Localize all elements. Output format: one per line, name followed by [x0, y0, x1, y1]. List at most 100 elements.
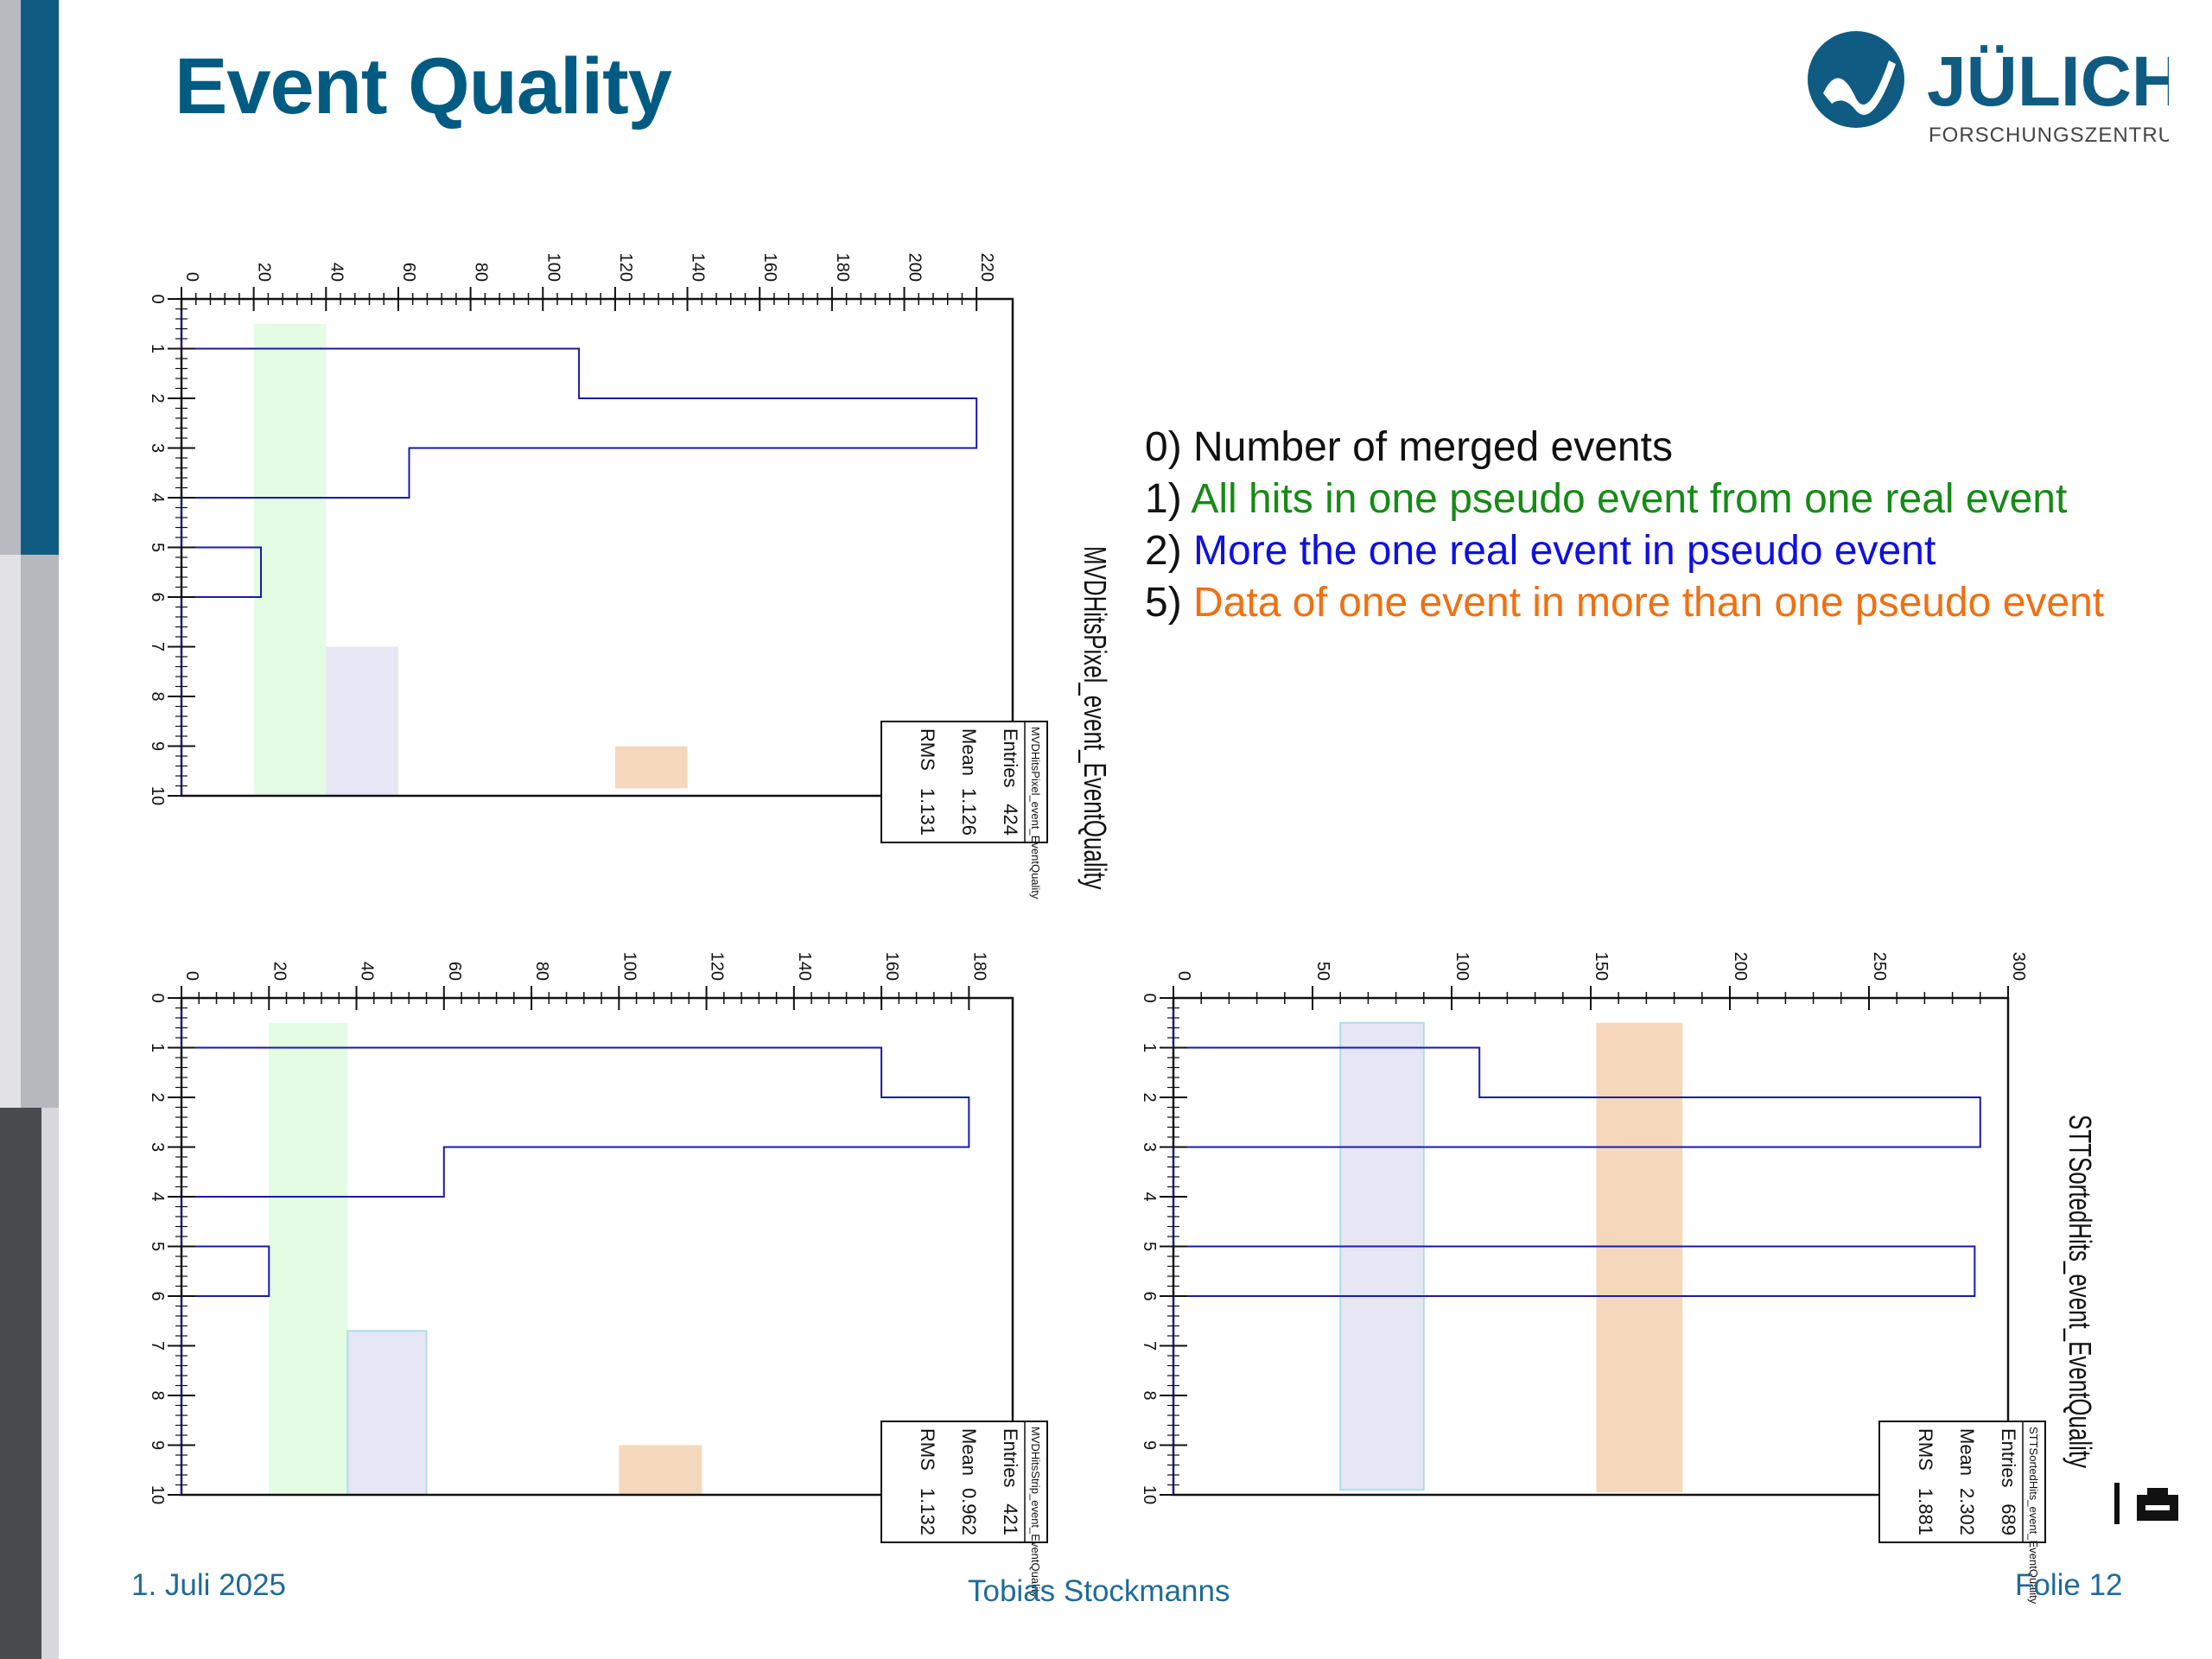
side-bar-gray-mid-light: [0, 555, 21, 1108]
highlight-band: [326, 646, 398, 796]
side-bar-gray-top: [0, 0, 21, 555]
stats-value: 1.132: [917, 1488, 938, 1535]
count-tick-label: 0: [182, 971, 201, 981]
bin-tick-label: 2: [148, 393, 167, 403]
stats-key: Mean: [1956, 1428, 1978, 1476]
count-tick-label: 120: [616, 253, 635, 282]
stats-box: [1878, 1421, 2046, 1543]
bin-tick-label: 7: [148, 1341, 167, 1351]
highlight-band: [614, 746, 688, 789]
count-tick-label: 100: [620, 952, 639, 981]
bin-tick-label: 5: [148, 543, 167, 552]
bin-tick-label: 9: [148, 741, 167, 751]
legend-item-number: 0): [1145, 424, 1182, 470]
highlight-band: [1596, 1022, 1683, 1493]
histogram-line: [1173, 998, 1981, 1495]
legend-item-text: Data of one event in more than one pseud…: [1193, 580, 2105, 626]
count-tick-label: 250: [1870, 952, 1889, 981]
bin-tick-label: 5: [1140, 1242, 1159, 1251]
bin-tick-label: 5: [148, 1242, 167, 1251]
bin-tick-label: 9: [1140, 1440, 1159, 1450]
side-bar-dark-inner: [0, 1108, 41, 1659]
stats-name: STTSortedHits_event_EventQuality: [2027, 1427, 2040, 1605]
highlight-band: [619, 1445, 702, 1495]
legend-item: 2) More the one real event in pseudo eve…: [1145, 525, 2104, 577]
stats-box: [880, 721, 1048, 843]
stats-box: [880, 1421, 1048, 1543]
count-tick-label: 100: [543, 253, 563, 282]
stats-key: RMS: [1915, 1428, 1936, 1471]
count-tick-label: 180: [969, 952, 988, 981]
stats-key: Mean: [958, 1428, 980, 1476]
count-tick-label: 20: [270, 962, 289, 981]
count-tick-label: 200: [1731, 952, 1750, 981]
histogram-title: MVDHitsPixel_event_EventQuality: [1077, 546, 1112, 890]
count-tick-label: 140: [795, 952, 814, 981]
legend-item-number: 5): [1145, 580, 1182, 626]
stats-value: 689: [1998, 1503, 2019, 1535]
stats-key: Mean: [958, 728, 980, 776]
count-tick-label: 40: [358, 962, 377, 981]
footer-page-number: Folie 12: [2015, 1568, 2123, 1602]
legend-item-number: 2): [1145, 528, 1182, 574]
legend: 0) Number of merged events 1) All hits in…: [1145, 422, 2104, 629]
count-tick-label: 300: [2009, 952, 2028, 981]
legend-item: 1) All hits in one pseudo event from one…: [1145, 474, 2104, 525]
bin-tick-label: 1: [1140, 1043, 1159, 1052]
bin-tick-label: 2: [148, 1092, 167, 1102]
count-tick-label: 0: [182, 272, 201, 282]
stats-key: Entries: [1998, 1428, 2019, 1487]
count-tick-label: 150: [1592, 952, 1611, 981]
highlight-band: [253, 323, 327, 796]
juelich-logo: JÜLICH FORSCHUNGSZENTRUM: [1806, 26, 2191, 156]
count-tick-label: 120: [708, 952, 727, 981]
bin-tick-label: 3: [148, 1142, 167, 1152]
count-tick-label: 40: [327, 263, 346, 282]
legend-item-number: 1): [1145, 476, 1182, 522]
count-tick-label: 50: [1313, 962, 1332, 981]
stats-value: 0.962: [958, 1488, 980, 1535]
legend-item-text: Number of merged events: [1193, 424, 1673, 470]
count-tick-label: 60: [399, 263, 418, 282]
slide-title: Event Quality: [175, 42, 672, 130]
logo-name: JÜLICH: [1927, 42, 2169, 121]
legend-item: 5) Data of one event in more than one ps…: [1145, 577, 2104, 629]
bin-tick-label: 7: [1140, 1341, 1159, 1351]
count-tick-label: 0: [1174, 971, 1193, 981]
bin-tick-label: 2: [1140, 1092, 1159, 1102]
bin-tick-label: 10: [148, 786, 167, 805]
bin-tick-label: 0: [148, 993, 167, 1002]
bin-tick-label: 6: [1140, 1291, 1159, 1300]
stats-key: Entries: [1000, 728, 1021, 787]
histogram-title: STTSortedHits_event_EventQuality: [2063, 1115, 2097, 1468]
bin-tick-label: 3: [1140, 1142, 1159, 1152]
count-tick-label: 180: [833, 253, 852, 282]
bin-tick-label: 1: [148, 1043, 167, 1052]
highlight-band: [269, 1022, 348, 1495]
stats-key: RMS: [917, 1428, 938, 1471]
bin-tick-label: 9: [148, 1440, 167, 1450]
bin-tick-label: 4: [148, 493, 167, 502]
bin-tick-label: 4: [1140, 1192, 1159, 1201]
legend-item-text: All hits in one pseudo event from one re…: [1191, 476, 2068, 522]
stats-key: RMS: [917, 728, 938, 771]
toolbar-icon: [2114, 1483, 2178, 1524]
bin-tick-label: 3: [148, 443, 167, 453]
count-tick-label: 220: [977, 253, 996, 282]
bin-tick-label: 4: [148, 1192, 167, 1201]
legend-item-text: More the one real event in pseudo event: [1193, 528, 1936, 574]
highlight-band: [346, 1330, 428, 1496]
count-tick-label: 100: [1452, 952, 1471, 981]
count-tick-label: 160: [760, 253, 779, 282]
bin-tick-label: 10: [1140, 1485, 1159, 1504]
count-tick-label: 80: [472, 263, 491, 282]
bin-tick-label: 0: [148, 294, 167, 303]
count-tick-label: 140: [689, 253, 708, 282]
bin-tick-label: 7: [148, 642, 167, 652]
bin-tick-label: 0: [1140, 993, 1159, 1002]
bin-tick-label: 8: [148, 1390, 167, 1400]
count-tick-label: 20: [255, 263, 274, 282]
